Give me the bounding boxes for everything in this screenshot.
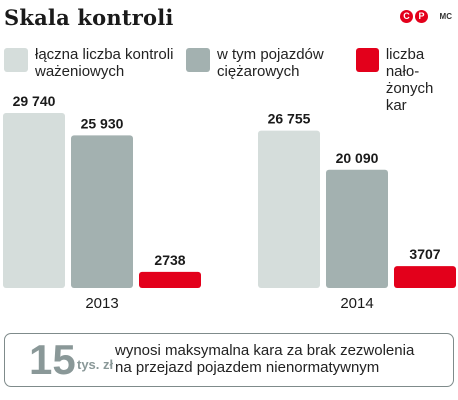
data-label-total-2014: 26 755 — [268, 111, 311, 127]
max-fine-unit: tys. zł — [77, 357, 114, 372]
data-label-trucks-2014: 20 090 — [336, 150, 379, 166]
data-label-total-2013: 29 740 — [13, 93, 56, 109]
bar-trucks-2013 — [71, 135, 133, 288]
max-fine-description: wynosi maksymalna kara za brak zezwoleni… — [115, 342, 415, 376]
legend-item-trucks: w tym pojazdów ciężarowych — [186, 46, 324, 80]
bar-fines-2013 — [139, 271, 201, 288]
max-fine-number: 15 — [29, 336, 76, 383]
category-label-2014: 2014 — [340, 295, 373, 312]
bar-trucks-2014 — [326, 169, 388, 288]
bar-chart: 29 740 25 930 2738 2013 26 755 20 090 3707 2014 — [3, 93, 456, 312]
legend-label-fines: liczba nało- żonych kar — [385, 46, 434, 114]
legend-item-total: łączna liczba kontroli ważeniowych — [4, 46, 173, 80]
legend-item-fines: liczba nało- żonych kar — [356, 46, 458, 114]
legend-swatch-total — [4, 48, 28, 72]
logo-letter-p: P — [415, 10, 428, 23]
publisher-logo: C P — [400, 10, 428, 23]
bar-fines-2014 — [394, 266, 456, 288]
data-label-fines-2014: 3707 — [409, 246, 440, 262]
bar-total-2013 — [3, 113, 65, 288]
bar-total-2014 — [258, 130, 320, 288]
logo-letter-c: C — [400, 10, 413, 23]
data-label-fines-2013: 2738 — [154, 252, 185, 268]
chart-title: Skala kontroli — [4, 5, 174, 30]
legend-swatch-fines — [356, 48, 379, 72]
legend-label-trucks: w tym pojazdów ciężarowych — [217, 46, 324, 80]
category-label-2013: 2013 — [85, 295, 118, 312]
legend-swatch-trucks — [186, 48, 210, 72]
data-label-trucks-2013: 25 930 — [81, 115, 124, 131]
info-box: 15 tys. zł wynosi maksymalna kara za bra… — [4, 333, 454, 387]
author-credit: MC — [439, 12, 452, 21]
legend-label-total: łączna liczba kontroli ważeniowych — [35, 46, 174, 80]
